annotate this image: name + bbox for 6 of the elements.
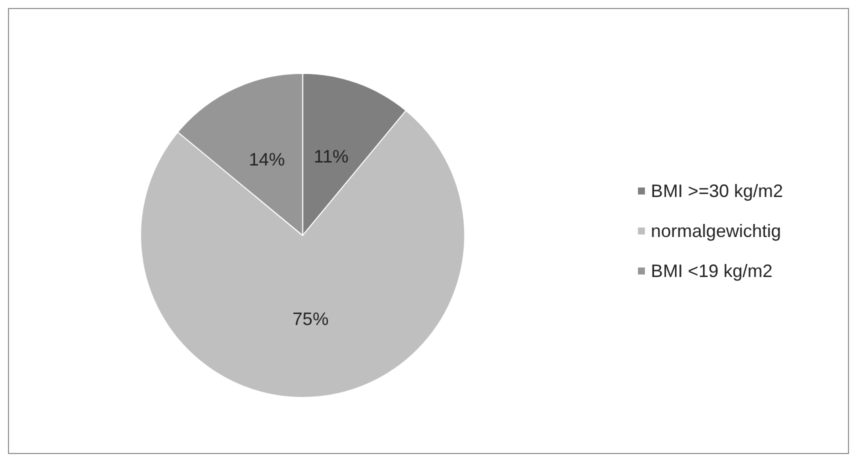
data-label: 11% [314,146,348,166]
data-label: 75% [292,309,329,330]
legend-label: BMI >=30 kg/m2 [650,181,784,201]
data-label: 14% [248,149,285,170]
legend-label: BMI <19 kg/m2 [650,261,772,281]
legend-label: normalgewichtig [650,221,781,241]
